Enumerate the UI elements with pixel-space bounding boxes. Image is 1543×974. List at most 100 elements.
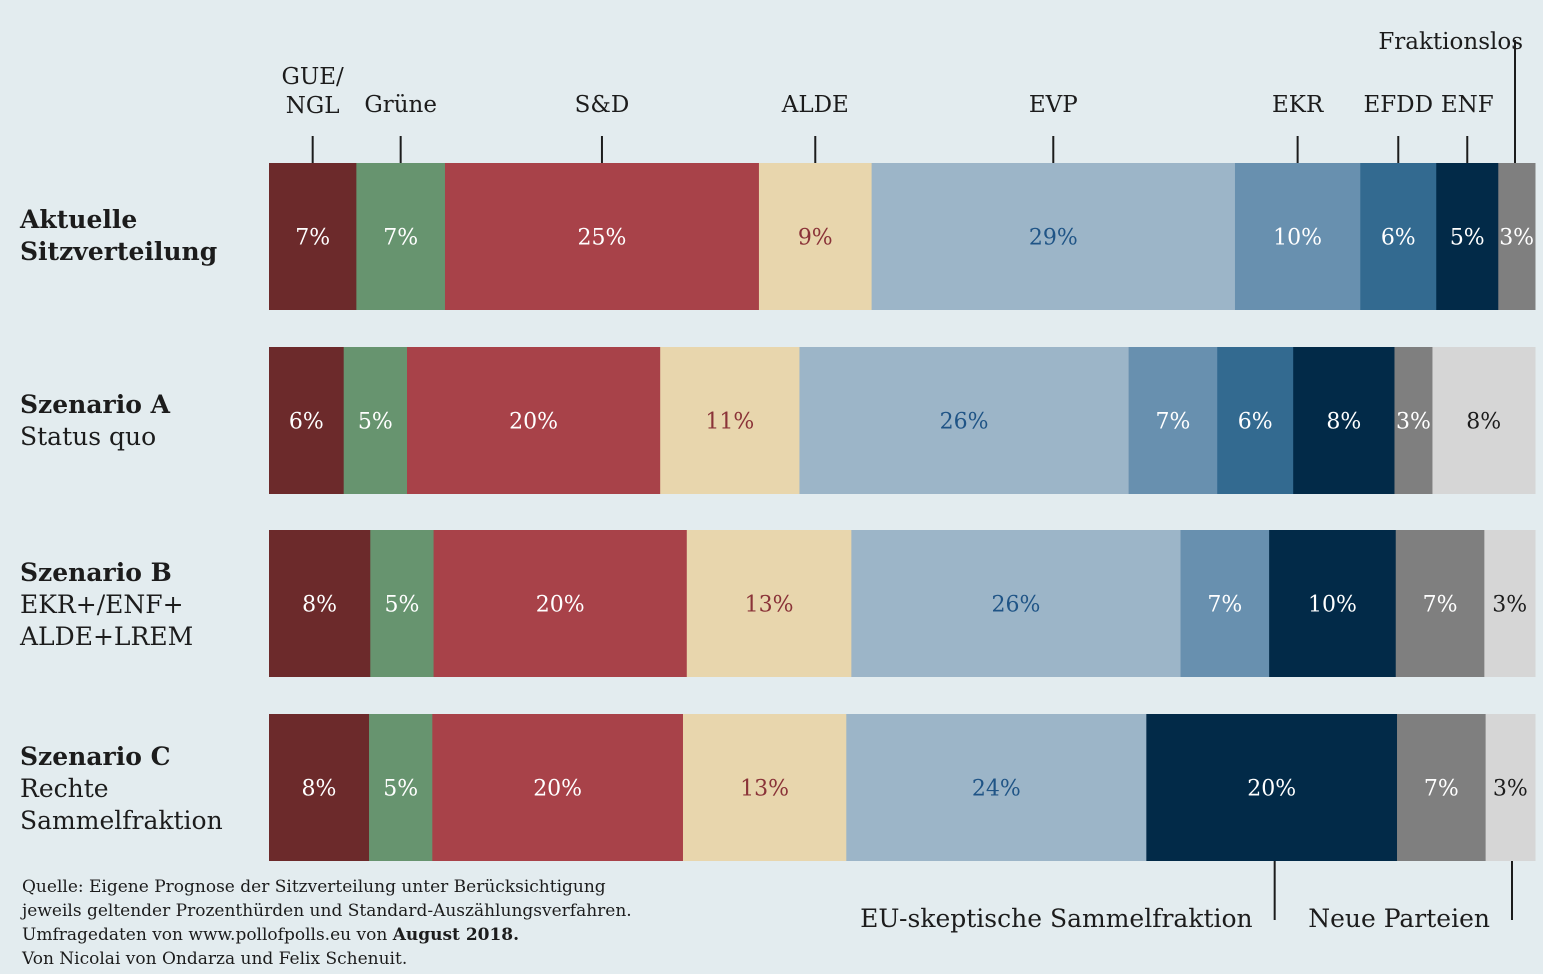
header-label-gue-ngl: GUE/ xyxy=(282,64,345,90)
source-emphasis: August 2018. xyxy=(392,925,519,945)
data-label-enf-row2: 10% xyxy=(1308,593,1357,618)
source-text: Umfragedaten von www.pollofpolls.eu von xyxy=(22,925,393,945)
data-label-gr-ne-row1: 5% xyxy=(358,410,393,435)
data-label-gue-ngl-row3: 8% xyxy=(302,777,337,802)
data-label-fraktionslos-row3: 7% xyxy=(1424,777,1459,802)
data-label-fraktionslos-row0: 3% xyxy=(1499,226,1534,251)
bar-segment-gue-ngl-row1 xyxy=(269,347,345,494)
data-label-evp-row2: 26% xyxy=(991,593,1040,618)
bar-segment-alde-row0 xyxy=(758,163,873,310)
data-label-gr-ne-row3: 5% xyxy=(383,777,418,802)
bar-segment-enf-row1 xyxy=(1293,347,1395,494)
header-label-s-d: S&D xyxy=(575,92,630,118)
bar-segment-gue-ngl-row3 xyxy=(269,714,370,861)
bar-segment-gr-ne-row2 xyxy=(370,530,435,677)
data-label-gr-ne-row2: 5% xyxy=(384,593,419,618)
data-label-s-d-row1: 20% xyxy=(509,410,558,435)
data-label-efdd-row1: 6% xyxy=(1238,410,1273,435)
bar-segment-neue-parteien-row3 xyxy=(1485,714,1536,861)
bar-segment-efdd-row1 xyxy=(1217,347,1294,494)
header-label-enf: ENF xyxy=(1441,92,1494,118)
data-label-enf-row0: 5% xyxy=(1450,226,1485,251)
source-line: jeweils geltender Prozenthürden und Stan… xyxy=(20,901,632,921)
bar-segment-gue-ngl-row2 xyxy=(269,530,371,677)
row-subtitle: Sammelfraktion xyxy=(20,806,223,835)
data-label-fraktionslos-row1: 3% xyxy=(1396,410,1431,435)
bar-segment-s-d-row1 xyxy=(406,347,661,494)
row-subtitle: Sitzverteilung xyxy=(20,237,217,266)
row-title: Szenario B xyxy=(20,558,172,587)
annotation-eu-skeptische-sammelfraktion: EU-skeptische Sammelfraktion xyxy=(860,904,1253,933)
header-label-gue-ngl: NGL xyxy=(286,93,340,119)
data-label-neue-parteien-row3: 3% xyxy=(1493,777,1528,802)
bar-segment-enf-row3 xyxy=(1146,714,1398,861)
data-label-s-d-row0: 25% xyxy=(578,226,627,251)
row-title: Szenario A xyxy=(20,390,171,419)
bar-segment-fraktionslos-row0 xyxy=(1498,163,1536,310)
header-label-efdd: EFDD xyxy=(1363,92,1433,118)
source-line: Umfragedaten von www.pollofpolls.eu von … xyxy=(22,925,519,945)
bar-segment-alde-row1 xyxy=(660,347,800,494)
source-line: Von Nicolai von Ondarza und Felix Schenu… xyxy=(21,949,407,969)
data-label-gue-ngl-row0: 7% xyxy=(295,226,330,251)
source-text: Quelle: Eigene Prognose der Sitzverteilu… xyxy=(22,877,606,897)
header-label-ekr: EKR xyxy=(1272,92,1324,118)
data-label-alde-row0: 9% xyxy=(798,226,833,251)
bar-segment-alde-row3 xyxy=(682,714,847,861)
bar-segment-fraktionslos-row3 xyxy=(1397,714,1487,861)
data-label-gue-ngl-row1: 6% xyxy=(289,410,324,435)
bar-segment-s-d-row2 xyxy=(433,530,688,677)
data-label-s-d-row2: 20% xyxy=(536,593,585,618)
data-label-gr-ne-row0: 7% xyxy=(383,226,418,251)
bar-segment-evp-row2 xyxy=(851,530,1182,677)
row-title: Aktuelle xyxy=(19,205,137,234)
row-subtitle: Rechte xyxy=(20,774,109,803)
data-label-evp-row3: 24% xyxy=(972,777,1021,802)
bar-segment-fraktionslos-row1 xyxy=(1394,347,1433,494)
data-label-ekr-row0: 10% xyxy=(1273,226,1322,251)
header-label-evp: EVP xyxy=(1029,92,1078,118)
source-line: Quelle: Eigene Prognose der Sitzverteilu… xyxy=(22,877,606,897)
bar-segment-efdd-row0 xyxy=(1360,163,1437,310)
data-label-enf-row1: 8% xyxy=(1326,410,1361,435)
bar-segment-s-d-row3 xyxy=(432,714,684,861)
header-label-alde: ALDE xyxy=(781,92,849,118)
bar-segment-ekr-row1 xyxy=(1128,347,1218,494)
bar-segment-enf-row0 xyxy=(1436,163,1499,310)
data-label-s-d-row3: 20% xyxy=(533,777,582,802)
bar-segment-alde-row2 xyxy=(686,530,852,677)
bar-segment-evp-row0 xyxy=(871,163,1236,310)
data-label-evp-row0: 29% xyxy=(1029,226,1078,251)
header-label-fraktionslos: Fraktionslos xyxy=(1378,29,1523,55)
bar-segment-ekr-row2 xyxy=(1180,530,1270,677)
bar-segment-gue-ngl-row0 xyxy=(269,163,357,310)
data-label-efdd-row0: 6% xyxy=(1381,226,1416,251)
bar-segment-neue-parteien-row2 xyxy=(1484,530,1536,677)
data-label-gue-ngl-row2: 8% xyxy=(302,593,337,618)
data-label-neue-parteien-row1: 8% xyxy=(1466,410,1501,435)
bar-segment-fraktionslos-row2 xyxy=(1395,530,1485,677)
bar-segment-evp-row1 xyxy=(799,347,1130,494)
bar-segment-s-d-row0 xyxy=(444,163,760,310)
data-label-evp-row1: 26% xyxy=(940,410,989,435)
data-label-ekr-row2: 7% xyxy=(1207,593,1242,618)
source-text: Von Nicolai von Ondarza und Felix Schenu… xyxy=(21,949,407,969)
bar-segment-gr-ne-row3 xyxy=(369,714,433,861)
source-text: jeweils geltender Prozenthürden und Stan… xyxy=(20,901,632,921)
bar-segment-neue-parteien-row1 xyxy=(1432,347,1536,494)
bar-segment-enf-row2 xyxy=(1269,530,1397,677)
data-label-fraktionslos-row2: 7% xyxy=(1423,593,1458,618)
data-label-alde-row1: 11% xyxy=(705,410,754,435)
data-label-alde-row2: 13% xyxy=(745,593,794,618)
bar-segment-gr-ne-row1 xyxy=(343,347,408,494)
data-label-neue-parteien-row2: 3% xyxy=(1492,593,1527,618)
row-title: Szenario C xyxy=(20,742,170,771)
bar-segment-gr-ne-row0 xyxy=(356,163,446,310)
bar-segment-ekr-row0 xyxy=(1234,163,1361,310)
bar-segment-evp-row3 xyxy=(846,714,1147,861)
annotation-neue-parteien: Neue Parteien xyxy=(1308,904,1490,933)
row-subtitle: ALDE+LREM xyxy=(19,622,193,651)
header-label-gr-ne: Grüne xyxy=(364,92,437,118)
